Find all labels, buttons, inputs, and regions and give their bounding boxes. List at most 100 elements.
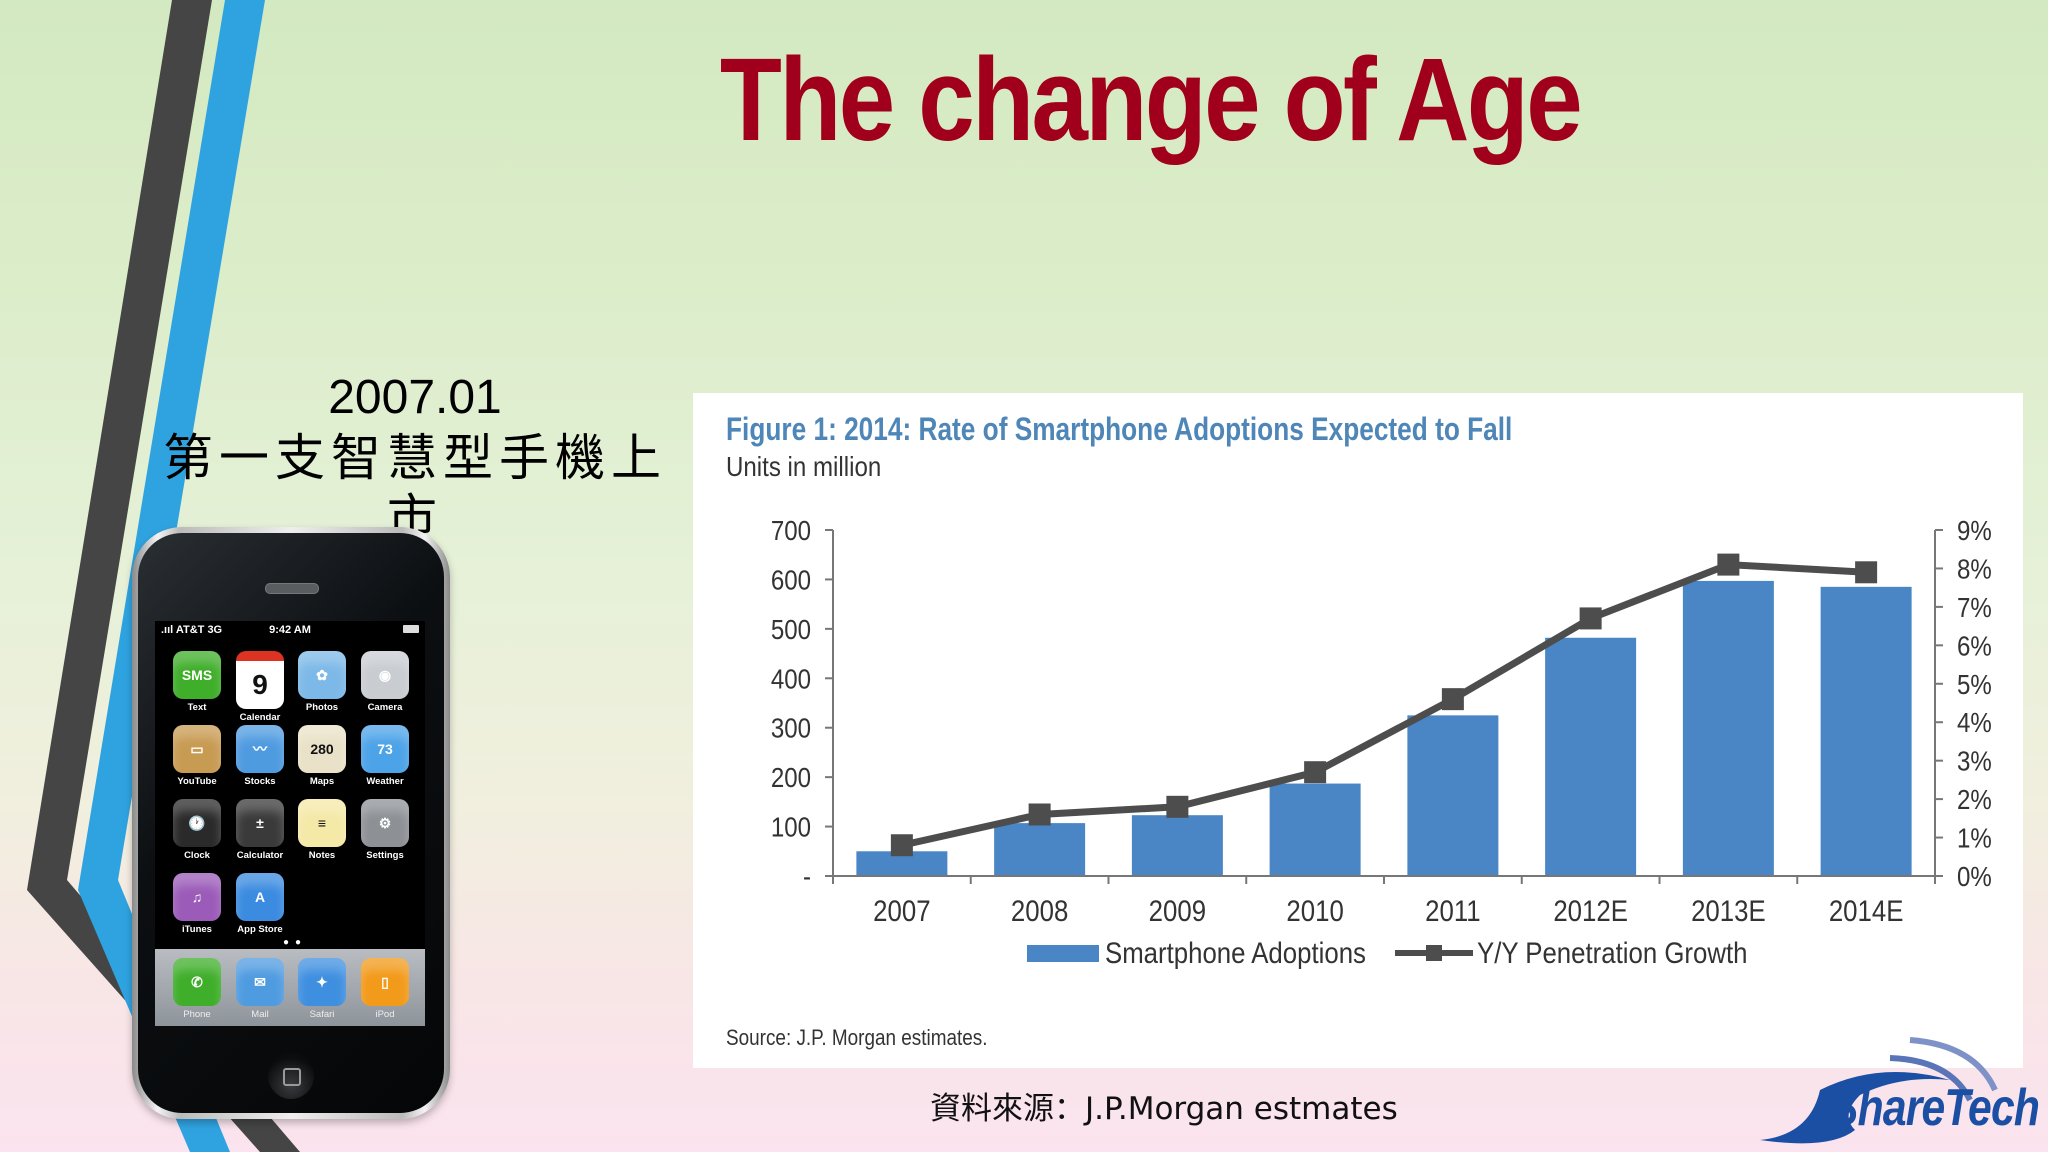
app-itunes: ♫ iTunes [173,873,221,935]
left-tick-label: 500 [771,613,811,645]
left-tick-label: 400 [771,663,811,695]
weather-icon: 73 [361,725,409,773]
legend-bar-swatch [1027,945,1099,962]
x-tick-label: 2013E [1691,894,1766,927]
iphone-illustration: .ııl AT&T 3G 9:42 AM SMS Text 9 Calendar ✿ Ph… [132,527,450,1119]
phone-icon: ✆ [173,958,221,1006]
sms-icon: SMS [173,651,221,699]
line-marker-2014E [1855,561,1878,584]
mail-icon: ✉ [236,958,284,1006]
x-tick-label: 2010 [1286,894,1343,927]
phone-screen: .ııl AT&T 3G 9:42 AM SMS Text 9 Calendar ✿ Ph… [155,621,425,1026]
left-tick-label: - [803,860,811,892]
line-marker-2011 [1441,688,1464,711]
app-label: Weather [366,776,404,787]
legend-label-adoptions: Smartphone Adoptions [1105,936,1366,969]
data-source-caption: 資料來源：J.P.Morgan estmates [930,1091,1398,1127]
right-tick-label: 7% [1957,591,1992,623]
calendar-icon: 9 [236,651,284,709]
home-button [268,1053,314,1099]
x-tick-label: 2007 [873,894,930,927]
line-marker-2009 [1166,795,1189,818]
app-label: Photos [305,702,339,713]
app-notes: ≡ Notes [298,799,346,861]
right-tick-label: 2% [1957,783,1992,815]
x-tick-label: 2008 [1011,894,1068,927]
page-indicator: ●● [283,937,308,948]
app-label: Notes [308,850,336,861]
app-label: Camera [367,702,403,713]
app-weather: 73 Weather [361,725,409,787]
app-label: Calculator [236,850,284,861]
camera-icon: ◉ [361,651,409,699]
app-safari: ✦ Safari [298,958,346,1020]
itunes-icon: ♫ [173,873,221,921]
app-label: Calendar [239,712,281,723]
status-bar: .ııl AT&T 3G 9:42 AM [155,621,425,639]
app-label: iTunes [182,924,212,935]
app-label: Clock [184,850,210,861]
app-text: SMS Text [173,651,221,713]
chart-source: Source: J.P. Morgan estimates. [726,1025,988,1050]
app-label: Safari [309,1009,335,1020]
bar-2010 [1269,783,1361,876]
app-label: App Store [237,924,283,935]
app-settings: ⚙ Settings [361,799,409,861]
app-label: Stocks [244,776,276,787]
clock-icon: 🕐 [173,799,221,847]
right-tick-label: 3% [1957,745,1992,777]
right-tick-label: 6% [1957,630,1992,662]
chart-title: Figure 1: 2014: Rate of Smartphone Adopt… [726,411,1513,447]
left-tick-label: 300 [771,712,811,744]
app-label: YouTube [177,776,217,787]
right-tick-label: 1% [1957,822,1992,854]
status-time: 9:42 AM [269,624,311,636]
dock: ✆ Phone ✉ Mail ✦ Safari ▯ iPod [155,949,425,1026]
settings-icon: ⚙ [361,799,409,847]
bar-2013E [1682,580,1774,876]
launch-date: 2007.01 [328,371,502,424]
stocks-icon: 〰 [236,725,284,773]
line-marker-2007 [890,834,913,857]
app-ipod: ▯ iPod [361,958,409,1020]
app-label: Mail [251,1009,269,1020]
slide-title: The change of Age [719,34,1583,166]
chart-panel: Figure 1: 2014: Rate of Smartphone Adopt… [693,393,2023,1068]
app-label: Settings [366,850,404,861]
bar-2014E [1820,586,1912,876]
app-label: iPod [375,1009,395,1020]
legend-label-growth: Y/Y Penetration Growth [1477,936,1747,969]
notes-icon: ≡ [298,799,346,847]
left-tick-label: 700 [771,514,811,546]
calculator-icon: ± [236,799,284,847]
youtube-icon: ▭ [173,725,221,773]
app-youtube: ▭ YouTube [173,725,221,787]
app-clock: 🕐 Clock [173,799,221,861]
safari-icon: ✦ [298,958,346,1006]
right-tick-label: 9% [1957,514,1992,546]
left-tick-label: 100 [771,811,811,843]
line-marker-2010 [1304,761,1327,784]
app-stocks: 〰 Stocks [236,725,284,787]
bar-2011 [1407,715,1499,876]
logo-text: ShareTech [1830,1079,2040,1137]
app-mail: ✉ Mail [236,958,284,1020]
bar-2012E [1545,637,1637,876]
app-maps: 280 Maps [298,725,346,787]
app-label: Text [187,702,207,713]
line-marker-2008 [1028,803,1051,826]
dark-stripe [27,0,300,1152]
speaker-grille [265,583,319,594]
app-app-store: A App Store [236,873,284,935]
x-tick-label: 2011 [1425,894,1480,927]
app-camera: ◉ Camera [361,651,409,713]
chart-plot: - 100 200 300 400 500 600 700 0% 1% 2% 3% 4% 5% 6% 7% 8%… [771,514,1992,969]
app-label: Maps [309,776,335,787]
chart-subtitle: Units in million [726,451,882,482]
x-tick-label: 2009 [1149,894,1206,927]
bar-2009 [1131,815,1223,876]
line-marker-2012E [1579,607,1602,630]
penetration-growth-line [901,561,1867,849]
left-tick-label: 600 [771,564,811,596]
